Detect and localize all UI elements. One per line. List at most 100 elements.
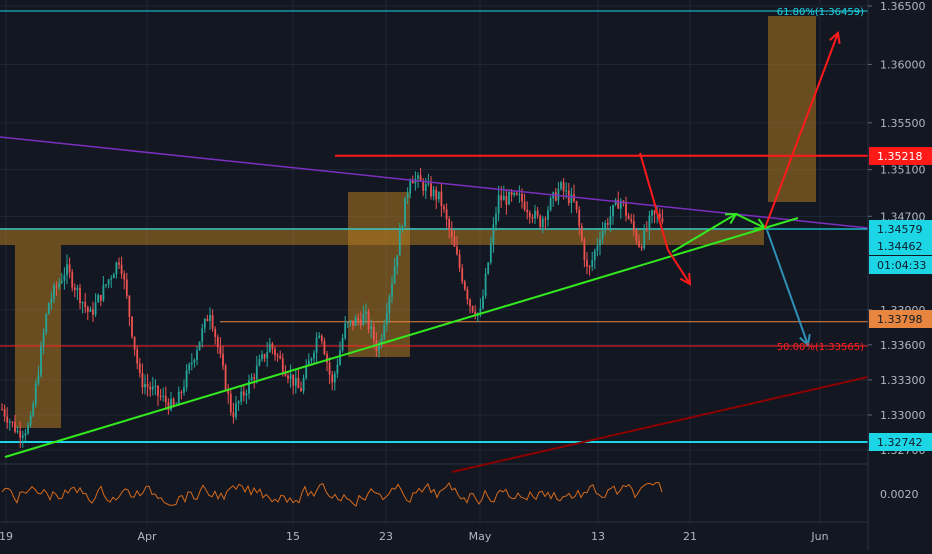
candle-body bbox=[575, 200, 578, 210]
trendline-ascending bbox=[4, 217, 799, 458]
price-marker bbox=[869, 147, 932, 165]
candle-body bbox=[518, 193, 521, 195]
candle-body bbox=[430, 183, 432, 197]
candle-body bbox=[383, 325, 386, 339]
candle-body bbox=[268, 343, 271, 353]
candle-body bbox=[81, 302, 84, 304]
candle-body bbox=[326, 354, 328, 363]
candle-body bbox=[216, 336, 219, 348]
candle-body bbox=[357, 317, 360, 320]
candle-body bbox=[185, 370, 188, 388]
candle-body bbox=[255, 365, 258, 380]
candle-body bbox=[112, 274, 115, 279]
candle-body bbox=[380, 338, 383, 345]
candle-body bbox=[84, 302, 87, 307]
candle-body bbox=[479, 308, 482, 313]
candle-body bbox=[107, 279, 110, 285]
candle-body bbox=[349, 320, 352, 323]
candle-body bbox=[214, 328, 217, 337]
arrow-red-up bbox=[764, 32, 839, 229]
candle-body bbox=[515, 192, 518, 195]
arrow-blue-down bbox=[766, 229, 809, 346]
time-tick-label: 19 bbox=[0, 530, 13, 543]
candle-body bbox=[250, 377, 253, 381]
supply-demand-zone bbox=[768, 16, 816, 202]
candle-body bbox=[151, 386, 154, 390]
time-tick-label: 13 bbox=[591, 530, 605, 543]
candle-body bbox=[292, 374, 295, 386]
candle-body bbox=[489, 243, 492, 263]
time-tick-label: 21 bbox=[683, 530, 697, 543]
price-marker-label: 1.34579 bbox=[877, 223, 923, 236]
candle-body bbox=[560, 182, 562, 189]
candle-body bbox=[73, 287, 76, 291]
candle-body bbox=[378, 344, 380, 351]
candle-body bbox=[341, 338, 344, 351]
candle-body bbox=[258, 359, 261, 366]
arrow-green-return bbox=[735, 213, 766, 229]
candle-body bbox=[188, 364, 191, 371]
price-marker bbox=[869, 256, 932, 274]
candle-body bbox=[190, 362, 193, 365]
price-marker bbox=[869, 310, 932, 328]
trendlines bbox=[0, 136, 869, 473]
candle-body bbox=[593, 250, 596, 261]
candle-body bbox=[534, 210, 536, 219]
price-tick-label: 1.33000 bbox=[880, 409, 926, 422]
candle-body bbox=[409, 180, 412, 194]
candle-body bbox=[227, 390, 230, 394]
candle-body bbox=[123, 273, 126, 280]
candle-body bbox=[162, 395, 165, 397]
candle-body bbox=[617, 199, 620, 209]
candle-body bbox=[271, 343, 274, 350]
candle-body bbox=[588, 266, 591, 268]
price-tick-label: 1.35500 bbox=[880, 117, 926, 130]
candle-body bbox=[222, 354, 224, 366]
candle-body bbox=[97, 295, 100, 303]
candle-body bbox=[419, 175, 422, 182]
candle-body bbox=[536, 210, 539, 216]
candle-body bbox=[370, 326, 373, 330]
price-marker bbox=[869, 220, 932, 238]
candle-body bbox=[63, 275, 66, 281]
candle-body bbox=[549, 198, 552, 211]
candle-body bbox=[505, 195, 508, 205]
fib-label: 50.00%(1.33565) bbox=[777, 342, 864, 353]
time-axis[interactable]: 19 Apr 15 23 May 13 21 Jun bbox=[0, 521, 868, 543]
price-marker-label: 1.33798 bbox=[877, 313, 923, 326]
candle-body bbox=[388, 296, 391, 314]
candle-body bbox=[146, 384, 149, 387]
candle-body bbox=[339, 350, 341, 365]
candle-body bbox=[177, 391, 180, 406]
candle-body bbox=[149, 386, 152, 390]
candle-body bbox=[92, 309, 94, 315]
candle-body bbox=[466, 289, 469, 300]
candle-body bbox=[50, 298, 53, 304]
candle-body bbox=[528, 212, 531, 218]
price-tick-label: 1.33600 bbox=[880, 339, 926, 352]
candle-body bbox=[300, 388, 302, 392]
candle-body bbox=[206, 318, 209, 322]
candle-body bbox=[55, 285, 58, 288]
candle-body bbox=[27, 425, 29, 434]
candle-body bbox=[484, 273, 487, 297]
candle-body bbox=[435, 189, 438, 200]
candle-body bbox=[396, 255, 399, 267]
price-axis[interactable]: 1.365001.360001.355001.351001.347001.339… bbox=[867, 0, 932, 550]
candle-body bbox=[115, 262, 118, 275]
candle-body bbox=[263, 354, 266, 359]
candle-body bbox=[474, 311, 477, 316]
candle-body bbox=[16, 431, 19, 433]
candle-body bbox=[294, 378, 297, 386]
candle-body bbox=[448, 219, 451, 231]
candle-body bbox=[596, 245, 599, 251]
candle-body bbox=[253, 377, 256, 380]
candle-body bbox=[471, 306, 474, 312]
candle-body bbox=[469, 299, 471, 307]
candle-body bbox=[315, 337, 318, 353]
candle-body bbox=[422, 181, 425, 191]
candle-body bbox=[352, 320, 354, 326]
candle-body bbox=[557, 188, 560, 201]
